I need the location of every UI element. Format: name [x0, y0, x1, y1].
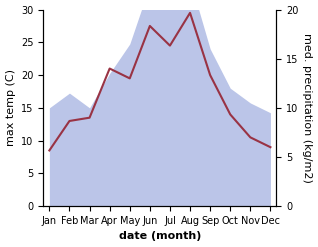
Y-axis label: med. precipitation (kg/m2): med. precipitation (kg/m2): [302, 33, 313, 183]
Y-axis label: max temp (C): max temp (C): [5, 69, 16, 146]
X-axis label: date (month): date (month): [119, 231, 201, 242]
